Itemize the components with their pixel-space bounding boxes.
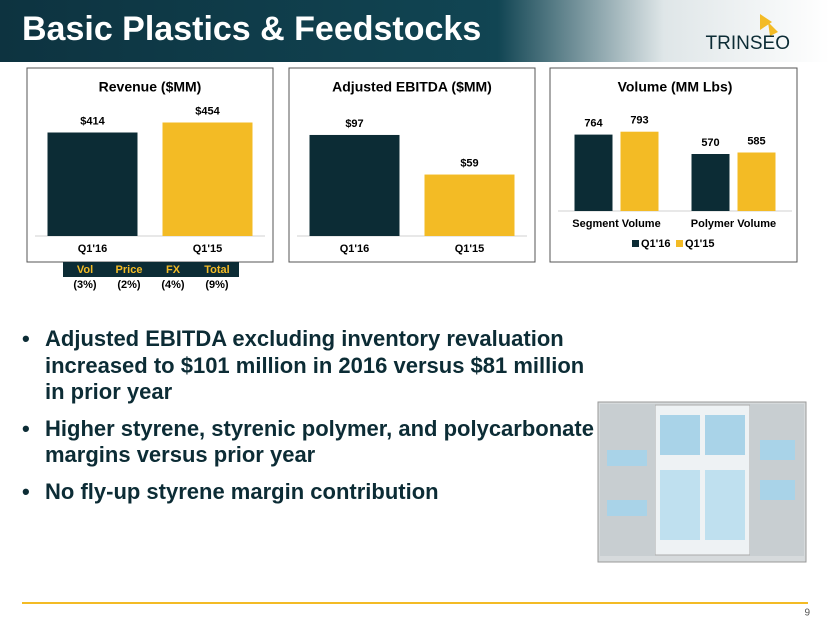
page-number: 9 (804, 608, 810, 619)
data-label: 570 (701, 137, 719, 149)
x-tick-label: Q1'16 (78, 243, 108, 255)
bar (424, 174, 515, 236)
legend-swatch (676, 240, 683, 247)
chart-frame (288, 67, 536, 263)
table-cell: (3%) (73, 278, 97, 291)
data-label: 764 (584, 118, 603, 130)
bar (574, 134, 613, 211)
data-label: $414 (80, 115, 105, 127)
bar (737, 152, 776, 211)
bar (47, 132, 138, 236)
x-tick-label: Polymer Volume (691, 218, 776, 230)
bar (691, 154, 730, 211)
data-label: 793 (630, 115, 648, 127)
table-header-row: Vol Price FX Total (63, 262, 239, 277)
bar (620, 131, 659, 211)
table-header-cell: Vol (63, 262, 107, 277)
bullet: No fly-up styrene margin contribution (22, 479, 602, 506)
data-label: 585 (747, 135, 765, 147)
table-header-cell: Price (107, 262, 151, 277)
data-label: $59 (460, 157, 478, 169)
table-cell: (4%) (161, 278, 185, 291)
fridge (597, 401, 807, 563)
data-label: $454 (195, 105, 220, 117)
header-band (0, 0, 830, 62)
table-row: (3%) (2%) (4%) (9%) (63, 277, 239, 292)
table-header-cell: Total (195, 262, 239, 277)
bullet: Higher styrene, styrenic polymer, and po… (22, 416, 602, 469)
x-tick-label: Q1'16 (340, 243, 370, 255)
legend-label: Q1'16 (641, 238, 671, 250)
bar (162, 122, 253, 236)
x-tick-label: Segment Volume (572, 218, 660, 230)
bullet-list: Adjusted EBITDA excluding inventory reva… (22, 326, 602, 515)
chart-frame (549, 67, 798, 263)
slide-title: Basic Plastics & Feedstocks (22, 10, 481, 48)
bar (309, 134, 400, 236)
footer-line (22, 602, 808, 604)
data-label: $97 (345, 118, 363, 130)
chart-title: Revenue ($MM) (99, 79, 202, 95)
logo-text: TRINSEO (706, 33, 790, 54)
bullet: Adjusted EBITDA excluding inventory reva… (22, 326, 602, 406)
chart-title: Adjusted EBITDA ($MM) (332, 79, 492, 95)
legend-label: Q1'15 (685, 238, 715, 250)
chart-title: Volume (MM Lbs) (618, 79, 733, 95)
table-header-cell: FX (151, 262, 195, 277)
table-cell: (2%) (117, 278, 141, 291)
table-cell: (9%) (205, 278, 229, 291)
variance-table: Vol Price FX Total (3%) (2%) (4%) (9%) (63, 262, 239, 292)
x-tick-label: Q1'15 (193, 243, 223, 255)
legend-swatch (632, 240, 639, 247)
logo-mark (760, 14, 778, 36)
x-tick-label: Q1'15 (455, 243, 485, 255)
